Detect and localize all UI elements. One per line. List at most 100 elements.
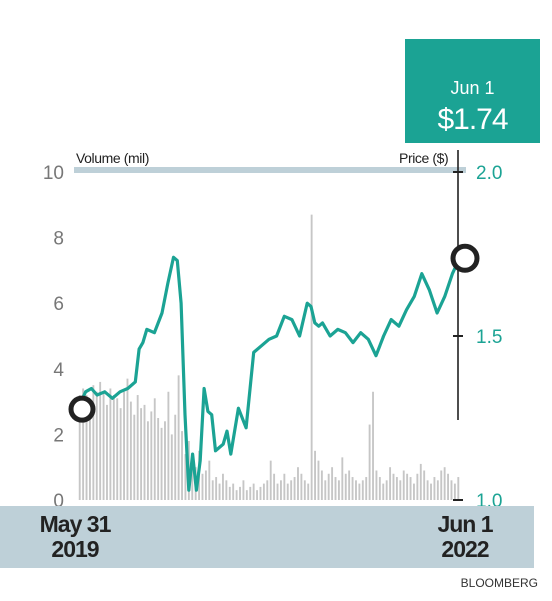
- volume-bar: [382, 483, 385, 500]
- volume-bar: [89, 404, 91, 500]
- volume-bar: [249, 486, 252, 500]
- volume-bar: [181, 431, 183, 500]
- volume-bar: [235, 490, 238, 500]
- volume-bar: [368, 424, 371, 500]
- volume-bar: [215, 477, 218, 500]
- volume-bar: [201, 473, 204, 500]
- price-line: [76, 255, 462, 492]
- volume-bar: [259, 486, 262, 500]
- start-price-marker: [68, 395, 96, 423]
- end-price-marker: [450, 243, 480, 273]
- price-series: [76, 255, 462, 492]
- price-tick-label: 1.5: [476, 327, 502, 348]
- volume-bar: [167, 391, 170, 500]
- volume-bar: [78, 395, 81, 500]
- volume-bar: [419, 463, 422, 500]
- volume-bar: [136, 395, 139, 500]
- price-markers: [68, 243, 480, 423]
- volume-bar: [365, 477, 368, 500]
- volume-bar: [375, 470, 378, 500]
- chart-grid: [74, 167, 466, 173]
- volume-bar: [314, 450, 316, 500]
- price-axis-title: Price ($): [399, 150, 449, 166]
- volume-bar: [341, 457, 344, 500]
- callout-price: $1.74: [437, 103, 508, 136]
- volume-bar: [402, 470, 405, 500]
- volume-bar: [150, 411, 153, 500]
- volume-bar: [116, 398, 119, 500]
- price-tick-label: 2.0: [476, 163, 502, 184]
- volume-bar: [317, 460, 320, 500]
- volume-bar: [416, 473, 419, 500]
- volume-bar: [334, 477, 337, 500]
- volume-bar: [157, 418, 160, 500]
- volume-bar: [170, 434, 173, 500]
- price-axis: [453, 150, 463, 501]
- volume-bar: [85, 395, 88, 500]
- volume-bar: [348, 470, 351, 500]
- volume-bar: [392, 473, 395, 500]
- volume-bar: [293, 477, 296, 500]
- volume-bar: [436, 480, 439, 500]
- volume-bar: [245, 490, 248, 500]
- volume-bar: [286, 483, 289, 500]
- volume-bar: [450, 480, 453, 500]
- volume-bar: [160, 427, 163, 500]
- volume-bar: [123, 391, 125, 500]
- volume-bar: [409, 477, 412, 500]
- volume-bar: [300, 473, 303, 500]
- volume-bar: [399, 480, 402, 500]
- volume-bar: [276, 483, 279, 500]
- volume-bar: [102, 391, 105, 500]
- volume-bar: [280, 480, 282, 500]
- volume-bar: [290, 480, 293, 500]
- volume-bar: [232, 483, 235, 500]
- volume-bar: [109, 388, 112, 500]
- volume-bar: [164, 421, 166, 500]
- volume-bar: [239, 486, 241, 500]
- volume-bar: [126, 378, 129, 500]
- top-gridline: [74, 167, 466, 173]
- x-label-start: May 31 2019: [30, 512, 120, 562]
- volume-bar: [303, 480, 306, 500]
- volume-bar: [266, 480, 269, 500]
- volume-bar: [177, 375, 180, 500]
- volume-bar: [361, 480, 364, 500]
- volume-bar: [204, 470, 207, 500]
- volume-bar: [143, 404, 146, 500]
- volume-bar: [406, 473, 409, 500]
- volume-bar: [262, 483, 265, 500]
- volume-tick-label: 6: [53, 294, 64, 315]
- volume-bar: [119, 408, 122, 500]
- x-axis-band: [0, 506, 534, 568]
- volume-bar: [95, 391, 98, 500]
- volume-tick-label: 4: [53, 360, 64, 381]
- volume-bar: [228, 486, 231, 500]
- volume-tick-label: 10: [43, 163, 64, 184]
- volume-bar: [82, 388, 85, 500]
- volume-bar: [385, 480, 388, 500]
- volume-bar: [297, 467, 299, 500]
- volume-bar: [208, 460, 211, 500]
- volume-bar: [358, 483, 361, 500]
- volume-bar: [378, 477, 381, 500]
- volume-bar: [252, 483, 255, 500]
- x-label-end: Jun 1 2022: [425, 512, 505, 562]
- volume-bar: [106, 404, 108, 500]
- volume-bar: [423, 470, 426, 500]
- volume-bar: [218, 483, 221, 500]
- volume-bars: [78, 214, 460, 500]
- volume-tick-label: 8: [53, 229, 64, 250]
- volume-bar: [351, 477, 354, 500]
- volume-bar: [310, 214, 313, 500]
- volume-bar: [269, 460, 272, 500]
- volume-bar: [174, 414, 177, 500]
- volume-bar: [153, 398, 156, 500]
- volume-bar: [211, 480, 214, 500]
- volume-bar: [372, 391, 374, 500]
- volume-bar: [327, 473, 330, 500]
- volume-bar: [430, 483, 432, 500]
- volume-axis-title: Volume (mil): [76, 150, 149, 166]
- volume-bar: [413, 483, 415, 500]
- volume-bar: [307, 483, 310, 500]
